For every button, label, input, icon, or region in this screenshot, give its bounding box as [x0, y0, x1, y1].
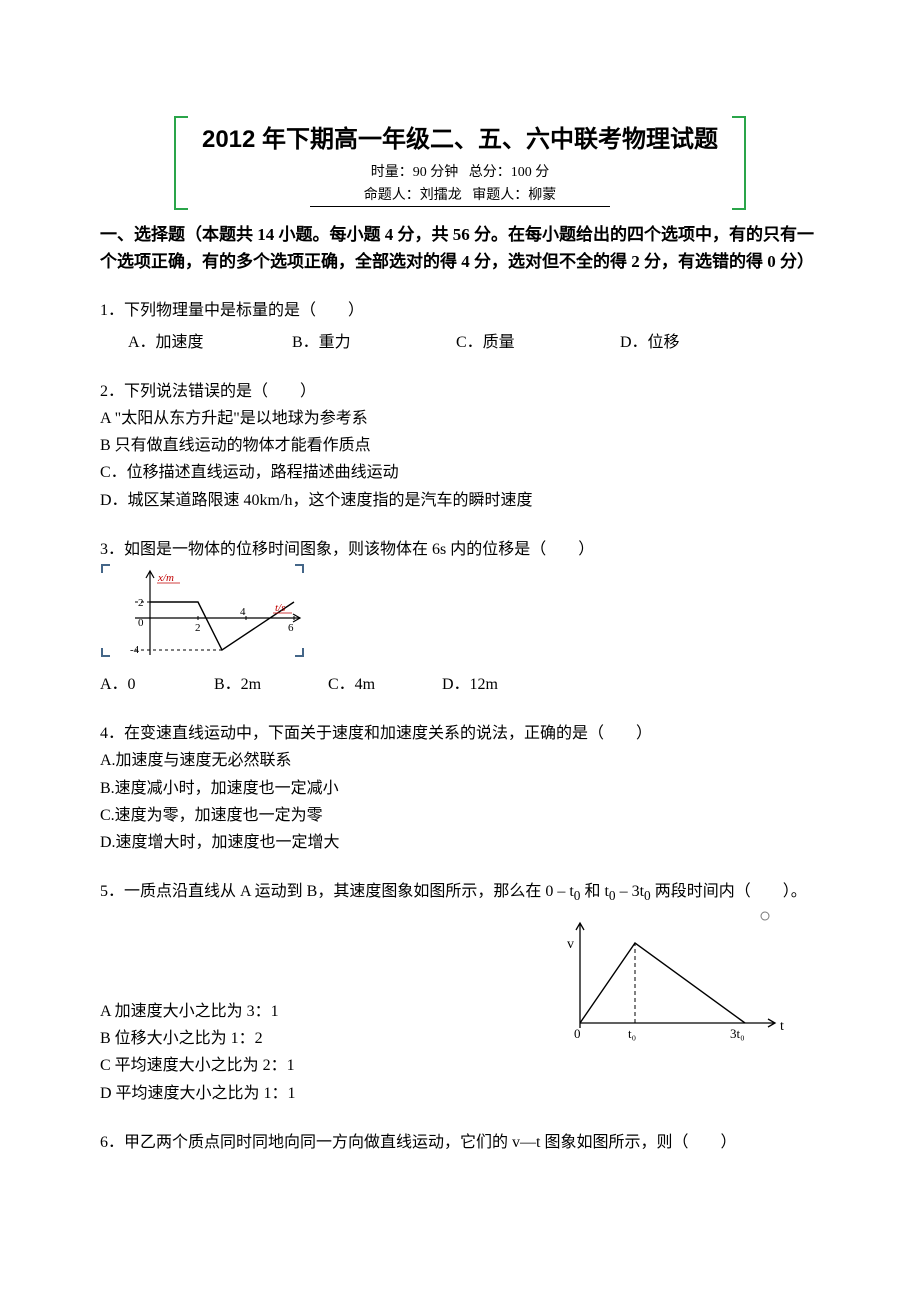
q4-stem: 4．在变速直线运动中，下面关于速度和加速度关系的说法，正确的是（ ）	[100, 720, 820, 747]
q5-stem-p3: – 3t	[616, 883, 644, 900]
author-label: 命题人：刘擂龙	[364, 188, 462, 203]
q5-graph-svg: v 0 t₀ 3t₀ t	[550, 908, 800, 1048]
title-bracket-right-icon	[732, 116, 746, 210]
svg-text:t: t	[780, 1019, 784, 1034]
q1-option-d: D．位移	[620, 329, 780, 356]
q5-stem-p4: 两段时间内（ ）。	[651, 883, 807, 900]
question-5: 5．一质点沿直线从 A 运动到 B，其速度图象如图所示，那么在 0 – t 0 和…	[100, 878, 820, 1107]
svg-text:t/s: t/s	[275, 602, 285, 614]
q3-options: A．0 B．2m C．4m D．12m	[100, 671, 820, 698]
title-bracket-left-icon	[174, 116, 188, 210]
q1-option-b: B．重力	[292, 329, 452, 356]
q4-option-c: C.速度为零，加速度也一定为零	[100, 802, 820, 829]
title-block: 2012 年下期高一年级二、五、六中联考物理试题 时量：90 分钟 总分：100…	[100, 115, 820, 211]
q6-stem: 6．甲乙两个质点同时同地向同一方向做直线运动，它们的 v—t 图象如图所示，则（…	[100, 1129, 820, 1156]
q2-stem: 2．下列说法错误的是（ ）	[100, 378, 820, 405]
svg-text:3t₀: 3t₀	[730, 1026, 745, 1041]
duration-label: 时量：90 分钟	[371, 165, 459, 180]
svg-text:x/m: x/m	[157, 572, 174, 584]
exam-subtitle-line1: 时量：90 分钟 总分：100 分	[202, 162, 718, 183]
q5-graph: v 0 t₀ 3t₀ t	[550, 908, 800, 1057]
q2-options: A "太阳从东方升起"是以地球为参考系 B 只有做直线运动的物体才能看作质点 C…	[100, 405, 820, 514]
q3-option-c: C．4m	[328, 671, 438, 698]
reviewer-label: 审题人：柳蒙	[472, 188, 556, 203]
title-inner: 2012 年下期高一年级二、五、六中联考物理试题 时量：90 分钟 总分：100…	[198, 115, 722, 211]
question-2: 2．下列说法错误的是（ ） A "太阳从东方升起"是以地球为参考系 B 只有做直…	[100, 378, 820, 514]
section-1-header: 一、选择题（本题共 14 小题。每小题 4 分，共 56 分。在每小题给出的四个…	[100, 221, 820, 275]
svg-text:-4: -4	[130, 644, 140, 656]
q1-options: A．加速度 B．重力 C．质量 D．位移	[100, 329, 820, 356]
exam-title: 2012 年下期高一年级二、五、六中联考物理试题	[202, 119, 718, 154]
q3-option-b: B．2m	[214, 671, 324, 698]
q5-stem-p1: 5．一质点沿直线从 A 运动到 B，其速度图象如图所示，那么在 0 – t	[100, 883, 574, 900]
q2-option-a: A "太阳从东方升起"是以地球为参考系	[100, 405, 820, 432]
svg-text:4: 4	[240, 606, 246, 618]
svg-text:6: 6	[288, 622, 294, 634]
q1-option-a: A．加速度	[128, 329, 288, 356]
svg-text:0: 0	[574, 1026, 581, 1041]
q1-option-c: C．质量	[456, 329, 616, 356]
q5-stem-p2: 和 t	[580, 883, 608, 900]
q3-graph-svg: x/m t/s 2 0 -4 2 4 6	[100, 563, 305, 658]
svg-text:v: v	[567, 937, 574, 952]
page: 2012 年下期高一年级二、五、六中联考物理试题 时量：90 分钟 总分：100…	[0, 0, 920, 1216]
q2-option-b: B 只有做直线运动的物体才能看作质点	[100, 432, 820, 459]
question-3: 3．如图是一物体的位移时间图象，则该物体在 6s 内的位移是（ ）	[100, 536, 820, 699]
q4-option-b: B.速度减小时，加速度也一定减小	[100, 775, 820, 802]
question-1: 1．下列物理量中是标量的是（ ） A．加速度 B．重力 C．质量 D．位移	[100, 297, 820, 355]
question-6: 6．甲乙两个质点同时同地向同一方向做直线运动，它们的 v—t 图象如图所示，则（…	[100, 1129, 820, 1156]
svg-text:t₀: t₀	[628, 1026, 636, 1041]
exam-subtitle-line2: 命题人：刘擂龙 审题人：柳蒙	[202, 183, 718, 207]
svg-text:2: 2	[195, 622, 201, 634]
q3-stem: 3．如图是一物体的位移时间图象，则该物体在 6s 内的位移是（ ）	[100, 536, 820, 563]
q2-option-c: C．位移描述直线运动，路程描述曲线运动	[100, 459, 820, 486]
q1-stem: 1．下列物理量中是标量的是（ ）	[100, 297, 820, 324]
q5-sub3: 0	[644, 888, 651, 903]
svg-text:2: 2	[138, 597, 144, 609]
q5-stem: 5．一质点沿直线从 A 运动到 B，其速度图象如图所示，那么在 0 – t 0 和…	[100, 878, 820, 908]
q4-option-d: D.速度增大时，加速度也一定增大	[100, 829, 820, 856]
q3-option-d: D．12m	[442, 671, 552, 698]
q3-graph: x/m t/s 2 0 -4 2 4 6	[100, 563, 305, 667]
q5-sub2: 0	[609, 888, 616, 903]
q3-option-a: A．0	[100, 671, 210, 698]
total-score-label: 总分：100 分	[469, 165, 550, 180]
q4-options: A.加速度与速度无必然联系 B.速度减小时，加速度也一定减小 C.速度为零，加速…	[100, 747, 820, 856]
q4-option-a: A.加速度与速度无必然联系	[100, 747, 820, 774]
q5-option-d: D 平均速度大小之比为 1：1	[100, 1080, 820, 1107]
svg-text:0: 0	[138, 617, 144, 629]
question-4: 4．在变速直线运动中，下面关于速度和加速度关系的说法，正确的是（ ） A.加速度…	[100, 720, 820, 856]
q2-option-d: D．城区某道路限速 40km/h，这个速度指的是汽车的瞬时速度	[100, 487, 820, 514]
